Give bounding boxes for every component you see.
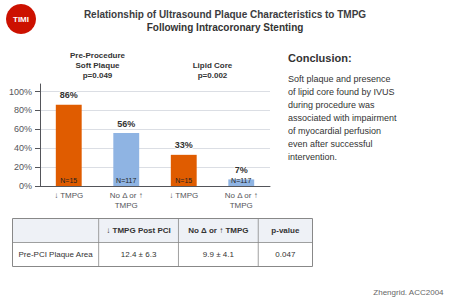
svg-text:Conclusion:: Conclusion: [288,52,352,64]
svg-text:No Δ or ↑: No Δ or ↑ [225,191,258,200]
svg-text:Soft Plaque: Soft Plaque [75,61,120,70]
svg-text:0.047: 0.047 [275,250,296,259]
svg-text:86%: 86% [60,90,78,100]
svg-text:N=117: N=117 [231,177,251,184]
svg-text:80%: 80% [14,105,32,115]
svg-text:Pre-PCI Plaque Area: Pre-PCI Plaque Area [18,250,93,259]
svg-text:Lipid Core: Lipid Core [193,61,233,70]
svg-text:Relationship of Ultrasound Pla: Relationship of Ultrasound Plaque Charac… [84,9,366,20]
svg-text:intervention.: intervention. [288,152,337,162]
svg-text:No Δ or ↑: No Δ or ↑ [110,191,143,200]
svg-text:60%: 60% [14,124,32,134]
svg-text:p=0.049: p=0.049 [83,71,113,80]
svg-text:Zhengrid. ACC2004: Zhengrid. ACC2004 [373,288,444,297]
svg-text:TMPG: TMPG [230,201,253,210]
svg-text:of myocardial perfusion: of myocardial perfusion [288,126,381,136]
svg-text:Soft plaque and presence: Soft plaque and presence [288,74,391,84]
svg-text:of lipid core found by IVUS: of lipid core found by IVUS [288,87,395,97]
svg-text:N=15: N=15 [60,177,77,184]
svg-text:Following Intracoronary Stenti: Following Intracoronary Stenting [147,22,304,33]
svg-text:associated with impairment: associated with impairment [288,113,397,123]
svg-text:N=15: N=15 [175,177,192,184]
svg-text:9.9 ± 4.1: 9.9 ± 4.1 [203,250,235,259]
svg-text:56%: 56% [117,119,135,129]
svg-text:p=0.002: p=0.002 [198,71,228,80]
svg-text:40%: 40% [14,143,32,153]
svg-text:100%: 100% [9,87,32,97]
svg-text:0%: 0% [19,181,32,191]
svg-text:p-value: p-value [271,226,300,235]
svg-text:TIMI: TIMI [13,15,29,24]
svg-text:7%: 7% [235,165,248,175]
svg-text:20%: 20% [14,162,32,172]
svg-text:↓ TMPG Post PCI: ↓ TMPG Post PCI [106,226,170,235]
svg-text:TMPG: TMPG [115,201,138,210]
svg-text:N=117: N=117 [116,177,136,184]
svg-text:Pre-Procedure: Pre-Procedure [70,51,126,60]
svg-text:12.4 ± 6.3: 12.4 ± 6.3 [121,250,157,259]
svg-text:during procedure was: during procedure was [288,100,375,110]
svg-text:↓ TMPG: ↓ TMPG [54,191,83,200]
svg-text:even after successful: even after successful [288,139,373,149]
svg-text:33%: 33% [175,140,193,150]
svg-text:↓ TMPG: ↓ TMPG [169,191,198,200]
svg-text:No Δ or ↑ TMPG: No Δ or ↑ TMPG [188,226,248,235]
